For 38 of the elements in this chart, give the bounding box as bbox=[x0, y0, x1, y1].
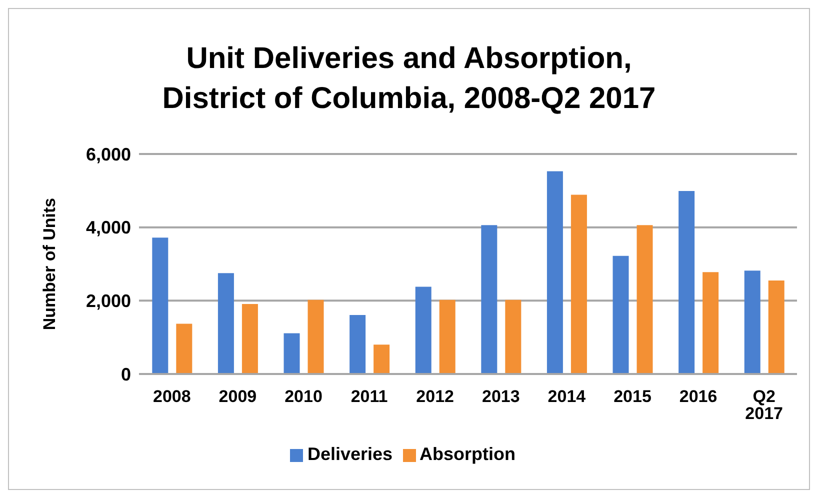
bar bbox=[612, 256, 629, 374]
chart-title: Unit Deliveries and Absorption, District of Columbia, 2008-Q2 2017 bbox=[161, 41, 657, 117]
y-tick-label: 6,000 bbox=[86, 144, 131, 164]
bar bbox=[242, 304, 258, 374]
x-tick-label: 2010 bbox=[284, 387, 322, 406]
bar bbox=[768, 280, 784, 374]
bar bbox=[570, 194, 587, 374]
x-tick-label: 2014 bbox=[548, 387, 586, 406]
bar bbox=[415, 286, 432, 374]
bar bbox=[678, 191, 695, 374]
bar bbox=[744, 270, 760, 374]
bar bbox=[218, 273, 234, 374]
bar bbox=[505, 300, 522, 374]
y-tick-label: 2,000 bbox=[86, 291, 131, 312]
x-tick-label: 2009 bbox=[218, 387, 257, 406]
bar bbox=[481, 225, 498, 374]
bar bbox=[350, 314, 366, 374]
x-tick-label: 2011 bbox=[350, 387, 388, 406]
x-tick-label: Q2 2017 bbox=[745, 387, 784, 424]
bar bbox=[439, 300, 456, 374]
y-tick-label: 4,000 bbox=[86, 218, 131, 238]
x-tick-label: 2016 bbox=[679, 387, 718, 406]
x-tick-label: 2015 bbox=[614, 387, 652, 406]
bar bbox=[176, 324, 192, 374]
bar bbox=[374, 344, 390, 374]
x-tick-label: 2013 bbox=[482, 387, 520, 406]
bar bbox=[152, 238, 168, 374]
bar bbox=[284, 333, 300, 374]
bar bbox=[702, 272, 719, 374]
x-tick-label: 2008 bbox=[152, 387, 191, 406]
x-tick-label: 2012 bbox=[416, 387, 454, 406]
y-axis-title: Number of Units bbox=[40, 198, 60, 330]
y-tick-label: 0 bbox=[120, 364, 131, 384]
legend-label: Deliveries bbox=[307, 444, 393, 464]
bar bbox=[546, 171, 563, 374]
bar bbox=[636, 225, 653, 374]
legend-label: Absorption bbox=[420, 444, 516, 464]
bar bbox=[308, 300, 324, 374]
